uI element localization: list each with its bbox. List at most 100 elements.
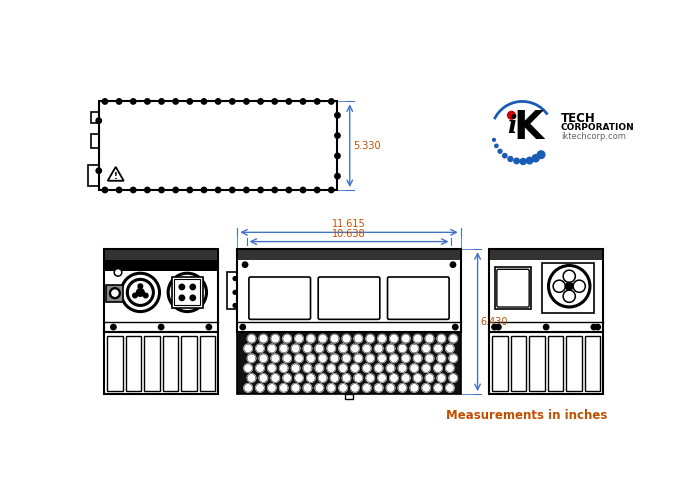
- Circle shape: [327, 364, 335, 372]
- Circle shape: [271, 374, 280, 382]
- Text: TECH: TECH: [561, 112, 596, 125]
- Circle shape: [159, 99, 164, 104]
- Circle shape: [244, 99, 249, 104]
- Circle shape: [215, 99, 221, 104]
- Circle shape: [374, 344, 383, 353]
- Circle shape: [342, 374, 351, 382]
- Circle shape: [233, 291, 237, 295]
- Circle shape: [402, 354, 410, 363]
- Circle shape: [410, 364, 419, 372]
- Circle shape: [434, 383, 443, 392]
- Bar: [345, 394, 353, 399]
- Circle shape: [551, 268, 588, 305]
- Circle shape: [386, 383, 395, 392]
- Circle shape: [116, 187, 122, 192]
- Circle shape: [413, 354, 422, 363]
- Circle shape: [354, 354, 363, 363]
- Circle shape: [315, 99, 320, 104]
- Circle shape: [283, 334, 291, 343]
- Circle shape: [363, 364, 371, 372]
- Circle shape: [319, 374, 327, 382]
- Circle shape: [201, 187, 207, 192]
- Circle shape: [425, 354, 434, 363]
- Bar: [542, 263, 594, 313]
- Circle shape: [363, 383, 371, 392]
- Circle shape: [532, 155, 539, 162]
- Bar: [98, 102, 337, 190]
- Circle shape: [315, 344, 324, 353]
- Circle shape: [363, 344, 371, 353]
- Bar: [492, 335, 508, 391]
- Circle shape: [114, 269, 122, 276]
- Circle shape: [303, 344, 312, 353]
- Circle shape: [402, 374, 410, 382]
- Bar: [105, 260, 218, 271]
- Bar: [489, 332, 603, 394]
- Circle shape: [96, 168, 101, 174]
- Circle shape: [446, 364, 454, 372]
- Circle shape: [129, 281, 151, 303]
- Circle shape: [508, 111, 515, 119]
- Circle shape: [256, 383, 264, 392]
- Circle shape: [437, 374, 446, 382]
- Circle shape: [258, 187, 263, 192]
- Circle shape: [248, 354, 256, 363]
- Circle shape: [256, 364, 264, 372]
- Circle shape: [575, 281, 584, 291]
- Circle shape: [280, 344, 288, 353]
- Bar: [490, 250, 603, 260]
- Circle shape: [386, 364, 395, 372]
- Circle shape: [283, 374, 291, 382]
- Circle shape: [295, 354, 303, 363]
- Circle shape: [291, 383, 300, 392]
- Bar: [566, 335, 581, 391]
- Circle shape: [366, 374, 374, 382]
- Bar: [91, 112, 98, 123]
- Circle shape: [259, 354, 267, 363]
- Circle shape: [378, 374, 386, 382]
- Circle shape: [339, 344, 347, 353]
- Circle shape: [179, 284, 185, 290]
- Circle shape: [334, 133, 340, 139]
- Circle shape: [258, 99, 263, 104]
- Circle shape: [244, 364, 252, 372]
- Circle shape: [272, 187, 278, 192]
- Bar: [495, 267, 531, 310]
- Circle shape: [306, 374, 315, 382]
- Circle shape: [446, 344, 454, 353]
- Circle shape: [138, 284, 143, 289]
- Circle shape: [127, 278, 154, 306]
- Circle shape: [315, 364, 324, 372]
- Circle shape: [553, 280, 566, 293]
- Circle shape: [315, 383, 324, 392]
- Bar: [104, 332, 218, 394]
- Circle shape: [280, 364, 288, 372]
- Circle shape: [116, 270, 120, 275]
- Circle shape: [295, 374, 303, 382]
- Bar: [529, 335, 544, 391]
- Circle shape: [145, 99, 150, 104]
- Circle shape: [295, 334, 303, 343]
- Circle shape: [354, 334, 363, 343]
- Circle shape: [330, 354, 339, 363]
- Circle shape: [564, 292, 574, 301]
- Circle shape: [573, 280, 586, 293]
- Circle shape: [334, 153, 340, 158]
- Text: !: !: [114, 173, 118, 181]
- Circle shape: [327, 383, 335, 392]
- Circle shape: [179, 295, 185, 300]
- Circle shape: [319, 334, 327, 343]
- Circle shape: [351, 364, 359, 372]
- Circle shape: [242, 262, 248, 267]
- Bar: [200, 335, 215, 391]
- Circle shape: [291, 344, 300, 353]
- Bar: [107, 335, 122, 391]
- Circle shape: [410, 344, 419, 353]
- Circle shape: [140, 262, 145, 267]
- Bar: [226, 272, 237, 310]
- Circle shape: [378, 334, 386, 343]
- Bar: [104, 249, 218, 332]
- Circle shape: [187, 99, 192, 104]
- Circle shape: [206, 324, 211, 330]
- Circle shape: [240, 324, 246, 330]
